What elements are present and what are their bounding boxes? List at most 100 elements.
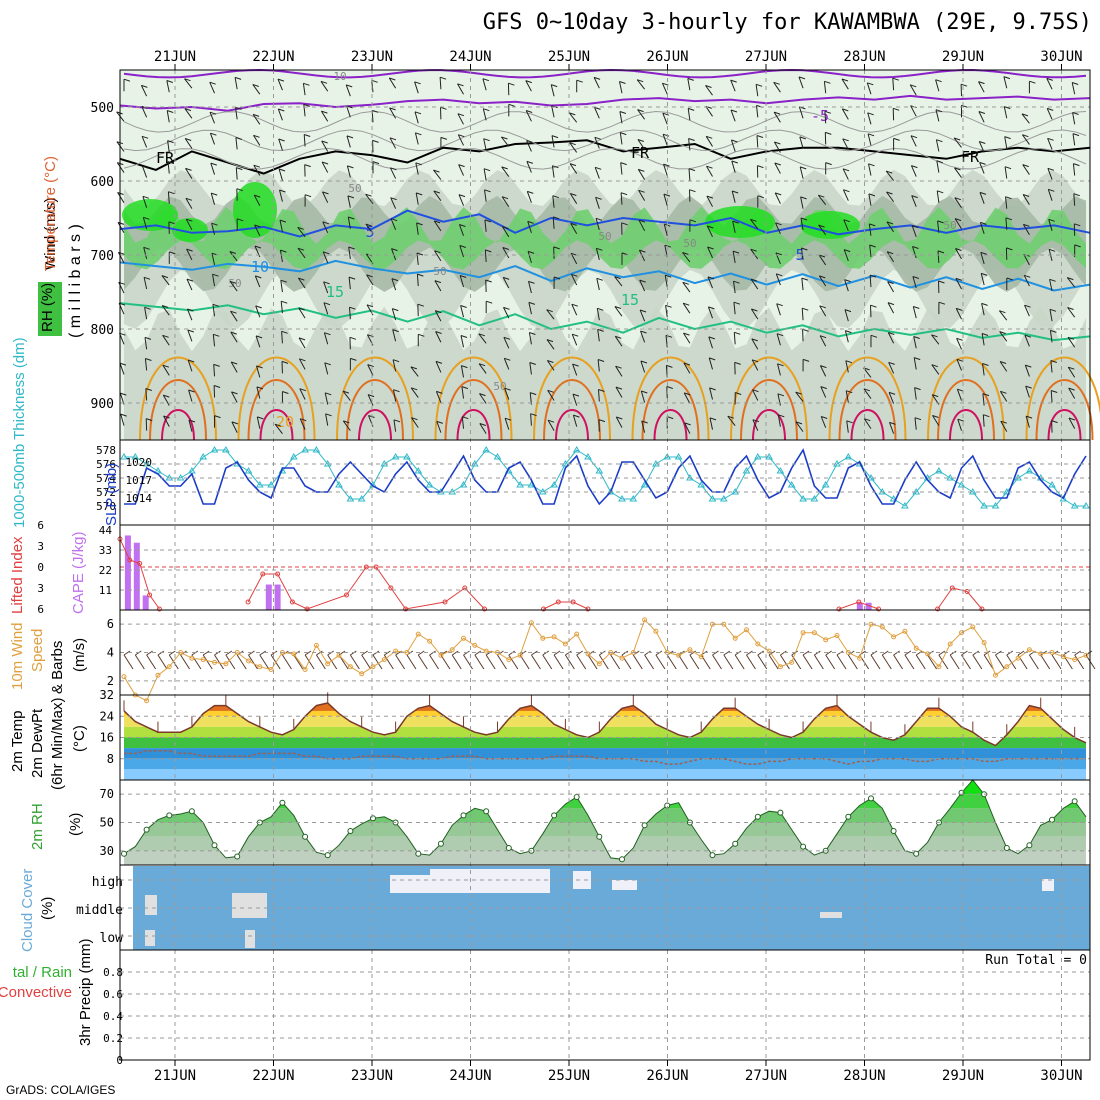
wind-barb	[1003, 106, 1008, 119]
wind-barb	[162, 394, 170, 406]
wind-barb-flag	[889, 421, 896, 425]
wind-barb	[435, 331, 442, 343]
wind-barb	[914, 387, 917, 400]
lifted-index-marker	[245, 599, 251, 605]
wind-barb	[410, 366, 419, 377]
rh2m-marker	[619, 856, 625, 863]
wind-barb	[298, 307, 306, 319]
contour-label: 10	[333, 70, 346, 83]
wind-barb	[324, 392, 329, 405]
wind-barb-flag	[954, 167, 961, 171]
wind-barb	[457, 134, 464, 146]
wind-speed-marker	[596, 661, 602, 667]
wind-barb-flag	[1067, 336, 1075, 340]
wind-barb	[709, 387, 714, 400]
wind10m-barb	[315, 654, 326, 670]
wind10m-barb-flag	[802, 650, 810, 656]
wind10m-barb	[791, 654, 802, 670]
wind-barb-flag	[508, 103, 515, 107]
lifted-index-marker	[876, 606, 881, 612]
wind-barb	[502, 247, 510, 259]
wind-barb	[279, 189, 283, 202]
wind-barb	[798, 76, 804, 89]
lifted-index-marker	[964, 589, 970, 594]
wind-barb	[1024, 304, 1030, 317]
wind-barb	[569, 193, 578, 204]
wind10m-barb-flag	[225, 650, 233, 656]
wind-barb-flag	[185, 197, 193, 201]
wind-barb	[888, 392, 895, 404]
wind-barb-flag	[343, 420, 350, 424]
wind-barb-flag	[434, 220, 441, 224]
wind-barb	[640, 390, 646, 403]
rh2m-marker	[415, 850, 422, 857]
rh-saturation-patch	[233, 182, 277, 238]
wind-barb-flag	[845, 360, 852, 364]
wind-barb-flag	[1068, 417, 1076, 421]
wind-speed-marker	[189, 655, 195, 661]
wind-barb	[142, 217, 148, 229]
li-tick: 0	[37, 561, 44, 574]
thickness-marker	[312, 446, 321, 453]
wind-barb	[209, 112, 216, 124]
lifted-index-marker	[856, 599, 862, 605]
wind-barb	[733, 302, 736, 315]
wind-barb	[819, 335, 827, 347]
wind-barb-flag	[392, 359, 400, 363]
wind-speed-marker	[777, 664, 783, 670]
wind-speed-marker	[528, 620, 534, 626]
wind-speed-marker	[393, 648, 399, 654]
wind-barb	[482, 108, 487, 121]
wind10m-barb-flag	[417, 650, 425, 656]
wind-barb-flag	[142, 195, 150, 199]
wind-speed-marker	[879, 624, 885, 630]
wind-barb	[212, 274, 216, 287]
wind-barb	[550, 84, 555, 97]
wind-barb-flag	[501, 166, 508, 170]
wind-barb-flag	[802, 358, 810, 362]
wind-barb	[458, 164, 464, 176]
wind-tick: 6	[107, 617, 114, 631]
wind-speed-marker	[313, 642, 319, 648]
wind10m-barb	[259, 654, 270, 670]
wind-barb	[795, 421, 804, 432]
wind-barb	[342, 390, 351, 401]
wind-barb	[955, 248, 962, 260]
wind-barb	[277, 108, 283, 121]
li-tick: 3	[37, 540, 44, 553]
wind-barb	[298, 337, 306, 349]
wind-barb-flag	[236, 167, 243, 171]
rh-band	[124, 780, 1086, 795]
wind-barb-flag	[821, 416, 828, 419]
wind-barb	[641, 420, 646, 433]
wind-barb-flag	[662, 82, 669, 86]
wind-barb-flag	[999, 361, 1007, 364]
wind-barb	[572, 393, 578, 406]
wind-barb	[188, 389, 193, 402]
wind-barb-flag	[143, 216, 150, 220]
wind-speed-marker	[359, 671, 365, 677]
wind10m-barb	[870, 654, 881, 670]
wind-barb-flag	[935, 109, 943, 113]
wind-speed-marker	[981, 640, 987, 646]
wind-barb-flag	[802, 328, 809, 332]
wind-barb-flag	[597, 359, 605, 362]
wind-barb-flag	[641, 390, 648, 394]
wind-barb-flag	[887, 281, 894, 285]
wind-barb-flag	[663, 163, 670, 167]
wind-barb	[843, 219, 849, 231]
wind-barb-flag	[254, 224, 261, 228]
wind-barb	[571, 334, 578, 346]
wind-barb	[887, 302, 895, 314]
wind-barb-flag	[342, 390, 350, 394]
wind-barb-flag	[1051, 420, 1058, 424]
wind10m-barb-flag	[995, 650, 1002, 656]
wind-barb	[842, 138, 849, 150]
wind-barb-flag	[213, 363, 220, 367]
wind-barb	[1022, 194, 1030, 205]
thickness-marker	[210, 446, 219, 453]
wind-barb	[280, 301, 283, 314]
wind-barb-flag	[1005, 217, 1013, 221]
wind-barb-flag	[638, 219, 646, 223]
wind-barb	[774, 162, 781, 174]
